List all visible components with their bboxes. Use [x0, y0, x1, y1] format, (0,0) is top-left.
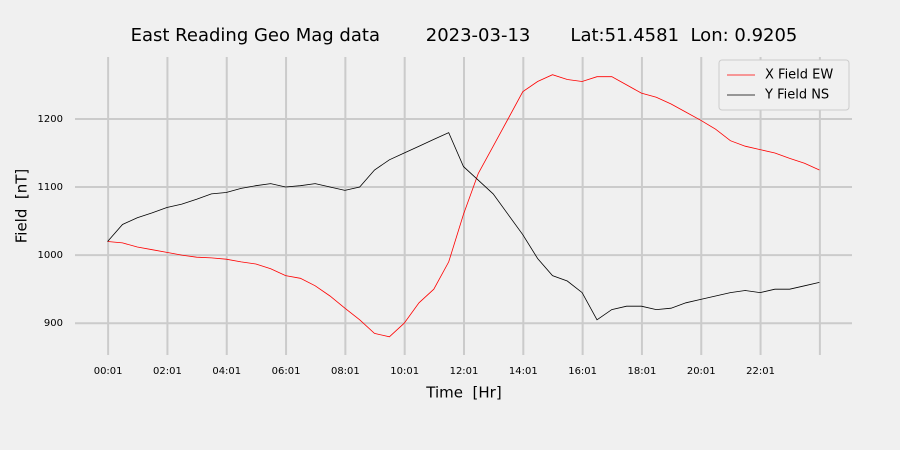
- legend-box: [718, 59, 850, 111]
- x-tick-label: 12:01: [450, 366, 479, 377]
- y-axis-label: Field [nT]: [13, 169, 31, 244]
- y-tick-label: 900: [44, 318, 63, 329]
- y-tick-label: 1000: [38, 250, 63, 261]
- x-tick-label: 06:01: [272, 366, 301, 377]
- x-tick-label: 00:01: [94, 366, 123, 377]
- y-tick-label: 1200: [38, 114, 63, 125]
- x-tick-label: 16:01: [568, 366, 597, 377]
- x-tick-label: 20:01: [687, 366, 716, 377]
- x-tick-label: 08:01: [331, 366, 360, 377]
- legend: X Field EW Y Field NS: [718, 59, 850, 111]
- legend-label: Y Field NS: [764, 88, 829, 103]
- y-tick-label: 1100: [38, 182, 63, 193]
- x-tick-label: 18:01: [628, 366, 657, 377]
- x-axis-label: Time [Hr]: [425, 384, 501, 402]
- data-line: [107, 132, 820, 321]
- x-tick-label: 22:01: [746, 366, 775, 377]
- data-line: [107, 74, 820, 338]
- x-tick-label: 04:01: [212, 366, 241, 377]
- chart-title: East Reading Geo Mag data 2023-03-13 Lat…: [131, 25, 798, 46]
- legend-label: X Field EW: [765, 68, 833, 83]
- x-tick-label: 14:01: [509, 366, 538, 377]
- x-tick-label: 10:01: [390, 366, 419, 377]
- x-tick-label: 02:01: [153, 366, 182, 377]
